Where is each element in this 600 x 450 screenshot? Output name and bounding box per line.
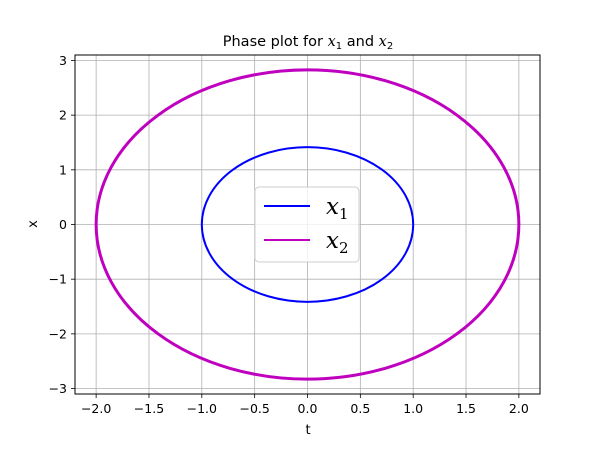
legend: x1 x2 [254,186,360,263]
y-tick-label: −1 [49,272,67,287]
series-line-x1 [200,146,415,303]
chart-title: Phase plot for x1 and x2 [223,34,393,52]
x-tick-label: −1.0 [187,401,217,416]
y-tick-label: 3 [59,53,67,68]
legend-label-x2: x2 [326,228,349,257]
x-tick-label: 1.5 [456,401,476,416]
x-tick-label: −1.5 [134,401,164,416]
x-tick-label: −2.0 [81,401,111,416]
y-tick-label: 0 [59,217,67,232]
y-axis-label: x [26,220,41,228]
y-tick-label: −3 [49,381,67,396]
y-tick-label: 2 [59,108,67,123]
series-line-x2 [94,68,521,381]
x-tick-label: 0.5 [350,401,370,416]
x-axis-label: t [305,423,310,438]
y-tick-label: −2 [49,326,67,341]
x-tick-label: −0.5 [239,401,269,416]
x-tick-label: 2.0 [509,401,529,416]
series-layer [94,68,521,381]
x-tick-label: 0.0 [298,401,318,416]
x-tick-label: 1.0 [403,401,423,416]
y-axis-ticks: −3 −2 −1 0 1 2 3 [49,53,75,396]
legend-label-x1: x1 [326,194,349,223]
y-tick-label: 1 [59,162,67,177]
x-axis-ticks: −2.0 −1.5 −1.0 −0.5 0.0 0.5 1.0 1.5 2.0 [81,394,529,416]
